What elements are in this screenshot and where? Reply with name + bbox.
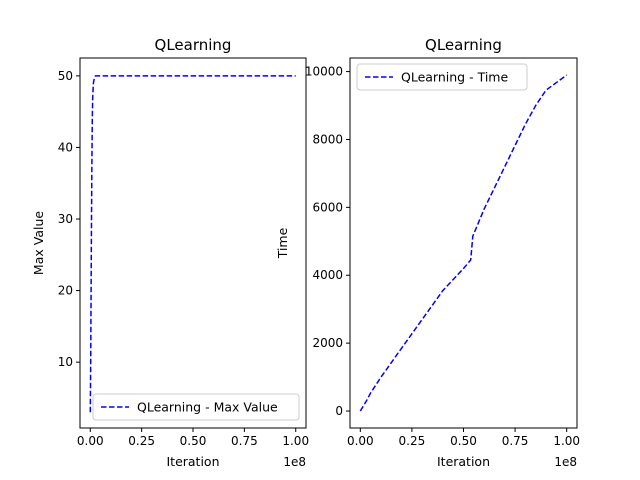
x-tick-label: 0.25	[399, 434, 426, 448]
x-tick-label: 0.75	[231, 434, 258, 448]
y-tick-label: 4000	[312, 268, 343, 282]
chart-title: QLearning	[425, 36, 502, 54]
chart-panel-2: QLearning 0.00 0.25 0.50 0.75 1.00 0 2000 4000 60…	[275, 36, 580, 469]
y-tick-label: 10000	[305, 65, 343, 79]
legend: QLearning - Time	[356, 63, 528, 91]
legend-box	[92, 393, 300, 421]
chart-title: QLearning	[155, 36, 232, 54]
x-tick-label: 0.00	[347, 434, 374, 448]
x-tick-label: 0.50	[180, 434, 207, 448]
y-tick-label: 10	[58, 355, 73, 369]
series-line	[89, 75, 296, 413]
x-tick-label: 0.50	[450, 434, 477, 448]
legend: QLearning - Max Value	[92, 393, 300, 421]
y-tick-label: 50	[58, 69, 73, 83]
x-tick-label: 0.25	[128, 434, 155, 448]
x-axis-label: Iteration	[166, 454, 219, 469]
x-axis-label: Iteration	[437, 454, 490, 469]
y-tick-label: 40	[58, 140, 73, 154]
y-tick-label: 2000	[312, 336, 343, 350]
x-tick-label: 0.75	[502, 434, 529, 448]
chart-panel-1: QLearning 0.00 0.25 0.50 0.75 1.00 10 20 30 40 50 I…	[31, 36, 309, 469]
legend-label: QLearning - Time	[401, 70, 508, 85]
y-tick-label: 20	[58, 284, 73, 298]
y-tick-label: 0	[335, 404, 343, 418]
legend-box	[356, 63, 528, 91]
y-tick-label: 30	[58, 212, 73, 226]
series-line	[359, 74, 568, 412]
x-axis-offset-text: 1e8	[283, 455, 306, 469]
y-tick-label: 6000	[312, 200, 343, 214]
y-tick-label: 8000	[312, 132, 343, 146]
x-axis-offset-text: 1e8	[554, 455, 577, 469]
legend-label: QLearning - Max Value	[137, 400, 278, 415]
x-tick-label: 1.00	[553, 434, 580, 448]
x-tick-label: 0.00	[77, 434, 104, 448]
y-axis-label: Max Value	[31, 211, 46, 275]
y-axis-label: Time	[275, 227, 290, 259]
plot-area	[79, 57, 307, 429]
x-tick-label: 1.00	[282, 434, 309, 448]
